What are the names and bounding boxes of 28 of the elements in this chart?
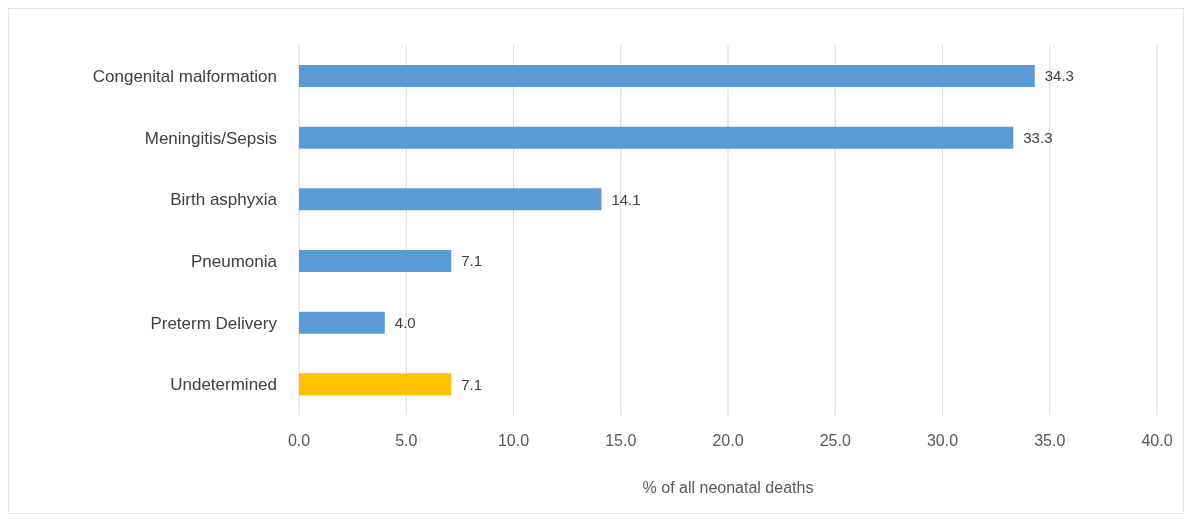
- bar: [299, 188, 602, 211]
- bar: [299, 250, 452, 272]
- y-tick-label: Pneumonia: [190, 251, 278, 271]
- x-tick-label: 30.0: [926, 432, 959, 450]
- x-tick-label: 10.0: [497, 432, 530, 450]
- x-tick-label: 35.0: [1034, 432, 1066, 450]
- y-tick-label: Meningitis/Sepsis: [144, 128, 277, 148]
- bar: [299, 65, 1035, 87]
- y-tick-label: Preterm Delivery: [150, 313, 278, 333]
- x-tick-label: 20.0: [712, 432, 744, 450]
- x-tick-label: 5.0: [395, 432, 418, 450]
- x-tick-label: 25.0: [819, 432, 851, 450]
- bar: [299, 373, 452, 396]
- x-tick-label: 15.0: [605, 432, 637, 450]
- y-tick-label: Undetermined: [170, 375, 277, 395]
- y-tick-label: Birth asphyxia: [170, 190, 278, 210]
- data-label: 4.0: [394, 313, 416, 331]
- x-tick-label: 40.0: [1141, 432, 1173, 450]
- data-label: 7.1: [461, 252, 483, 270]
- data-label: 34.3: [1044, 67, 1074, 85]
- x-tick-label: 0.0: [287, 432, 311, 450]
- data-label: 7.1: [461, 375, 483, 393]
- bar: [299, 311, 385, 334]
- x-axis-title: % of all neonatal deaths: [642, 479, 814, 496]
- bar: [299, 126, 1014, 149]
- data-label: 14.1: [611, 190, 641, 208]
- data-label: 33.3: [1023, 128, 1053, 146]
- y-tick-label: Congenital malformation: [92, 66, 277, 86]
